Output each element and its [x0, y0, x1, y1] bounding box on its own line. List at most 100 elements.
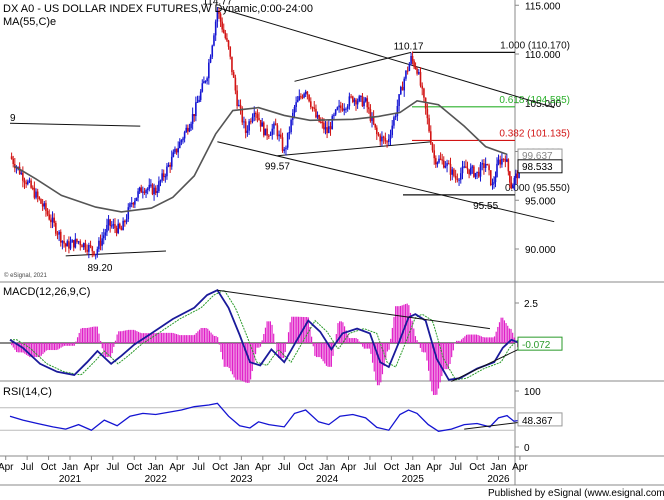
candle-body — [185, 127, 188, 133]
candle-body — [198, 99, 200, 102]
candle-body — [33, 187, 36, 198]
candle-body — [489, 170, 492, 185]
candle-body — [379, 135, 382, 142]
candle-body — [150, 184, 152, 186]
candle-body — [214, 21, 217, 36]
candle-body — [89, 245, 92, 247]
candle-body — [497, 159, 500, 164]
candle-body — [195, 102, 197, 117]
candle-body — [463, 166, 466, 168]
month-tick-label: Apr — [341, 462, 357, 473]
candle-body — [125, 219, 128, 223]
candle-body — [183, 132, 186, 139]
candle-body — [255, 112, 257, 115]
candle-body — [248, 121, 250, 131]
candle-body — [31, 187, 34, 189]
candle-body — [506, 159, 508, 162]
candle-body — [364, 98, 367, 102]
candle-body — [251, 116, 254, 122]
candle-body — [321, 122, 324, 124]
candle-body — [298, 96, 301, 101]
candle-body — [196, 101, 199, 103]
candle-body — [516, 173, 519, 179]
candle-body — [119, 223, 121, 228]
candle-body — [348, 96, 351, 107]
candle-body — [256, 114, 259, 118]
candle-body — [456, 178, 459, 181]
candle-body — [77, 241, 80, 243]
candle-body — [46, 211, 49, 215]
candle-body — [429, 131, 432, 144]
candle-body — [204, 81, 207, 83]
month-tick-label: Apr — [84, 462, 100, 473]
candle-body — [246, 130, 249, 133]
price-annotation: 110.17 — [394, 41, 424, 52]
candle-body — [424, 97, 427, 109]
candle-body — [340, 105, 342, 109]
candle-body — [496, 163, 498, 177]
candle-body — [261, 122, 264, 127]
price-tick-label: 90.000 — [525, 245, 556, 256]
year-tick-label: 2025 — [402, 474, 425, 485]
candle-body — [369, 109, 372, 121]
candle-body — [236, 90, 238, 106]
candle-body — [23, 180, 26, 183]
rsi-panel: 100 0 48.367 — [0, 387, 563, 454]
candle-body — [363, 101, 365, 107]
year-tick-label: 2024 — [316, 474, 339, 485]
candle-body — [199, 91, 202, 100]
month-tick-label: Jul — [364, 462, 377, 473]
candle-body — [66, 241, 69, 247]
candle-body — [174, 148, 176, 153]
ma-55-line — [13, 99, 508, 213]
candle-body — [193, 114, 196, 117]
candle-body — [22, 172, 24, 181]
month-tick-label: Jan — [490, 462, 506, 473]
candle-body — [76, 238, 78, 242]
candle-body — [182, 138, 184, 141]
candle-body — [68, 241, 70, 249]
candle-body — [358, 96, 361, 102]
month-tick-label: Jan — [405, 462, 421, 473]
candle-body — [461, 166, 464, 174]
candle-body — [159, 180, 162, 182]
candle-body — [493, 182, 495, 184]
candle-body — [206, 78, 208, 82]
candle-body — [134, 200, 136, 205]
candle-body — [112, 224, 115, 226]
candle-body — [439, 158, 442, 160]
candle-body — [175, 148, 178, 153]
fib-level-label: 0.382 (101.135) — [499, 128, 570, 139]
candle-body — [107, 219, 110, 225]
year-tick-label: 2021 — [59, 474, 82, 485]
candle-body — [311, 107, 314, 109]
candle-body — [403, 78, 406, 91]
candle-body — [504, 159, 507, 162]
candle-body — [408, 63, 411, 71]
candle-body — [416, 68, 418, 74]
candle-body — [283, 149, 286, 151]
candle-body — [201, 83, 204, 92]
candle-body — [515, 173, 517, 178]
candle-body — [389, 134, 392, 139]
candle-body — [88, 245, 90, 252]
price-trendline — [217, 7, 555, 109]
price-trendline — [294, 51, 412, 82]
candle-body — [190, 123, 192, 129]
price-panel: 115.000110.000105.000100.00095.00090.000… — [9, 0, 570, 274]
candle-body — [178, 141, 181, 149]
month-tick-label: Apr — [0, 462, 14, 473]
candle-body — [444, 165, 447, 168]
candle-body — [161, 173, 163, 181]
candle-body — [436, 162, 439, 165]
candle-body — [447, 163, 450, 165]
fib-level-label: 0.618 (104.585) — [499, 95, 570, 106]
candle-body — [313, 107, 316, 109]
candle-body — [264, 128, 267, 136]
candle-body — [375, 127, 378, 135]
month-tick-label: Jul — [192, 462, 205, 473]
candle-body — [177, 148, 179, 153]
candle-body — [345, 108, 347, 110]
candle-body — [17, 166, 19, 168]
candle-body — [137, 191, 139, 198]
